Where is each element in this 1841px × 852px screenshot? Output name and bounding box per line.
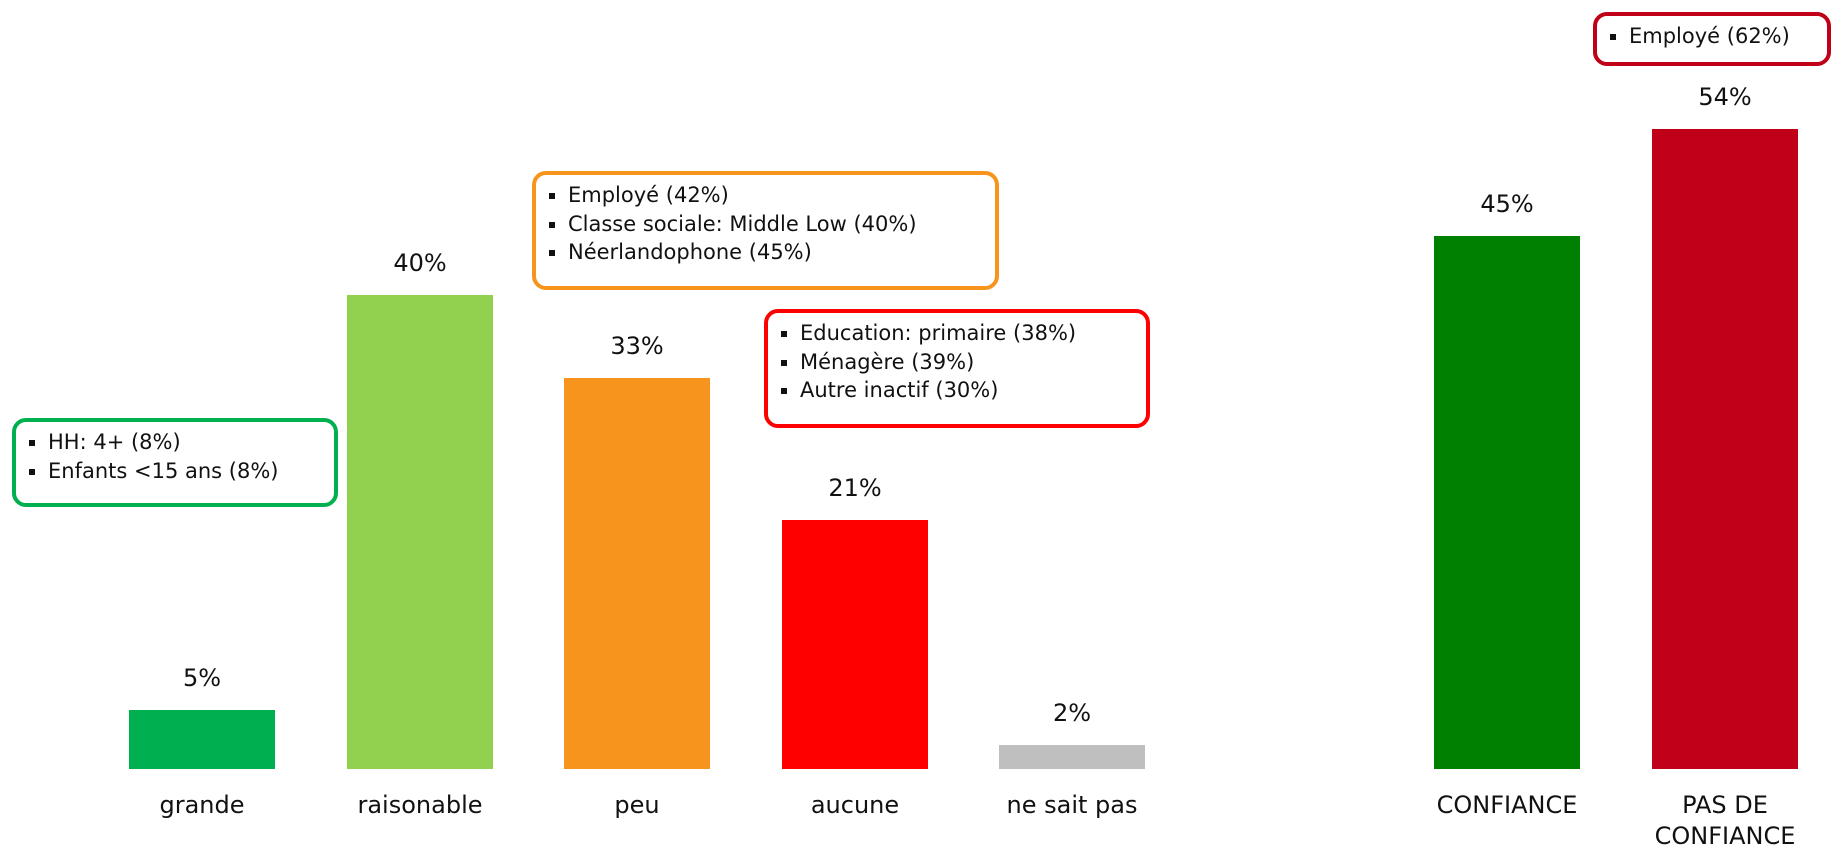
bar bbox=[1652, 129, 1798, 769]
annotation-item: Employé (62%) bbox=[1629, 22, 1817, 51]
value-label: 45% bbox=[1480, 189, 1534, 218]
bar bbox=[782, 520, 928, 769]
annotation-box: HH: 4+ (8%)Enfants <15 ans (8%) bbox=[12, 418, 338, 507]
annotation-list: HH: 4+ (8%)Enfants <15 ans (8%) bbox=[26, 428, 324, 485]
annotation-box: Education: primaire (38%)Ménagère (39%)A… bbox=[764, 309, 1150, 428]
value-label: 21% bbox=[828, 474, 882, 503]
category-label: peu bbox=[614, 791, 660, 819]
annotation-item: Classe sociale: Middle Low (40%) bbox=[568, 210, 985, 239]
category-label: aucune bbox=[810, 791, 900, 819]
annotation-item: HH: 4+ (8%) bbox=[48, 428, 324, 457]
annotation-list: Employé (62%) bbox=[1607, 22, 1817, 51]
value-label: 33% bbox=[610, 331, 664, 360]
annotation-item: Employé (42%) bbox=[568, 181, 985, 210]
annotation-list: Employé (42%)Classe sociale: Middle Low … bbox=[546, 181, 985, 267]
bar bbox=[564, 377, 710, 769]
category-label: PAS DE CONFIANCE bbox=[1654, 791, 1796, 850]
annotation-item: Education: primaire (38%) bbox=[800, 319, 1136, 348]
bar bbox=[999, 745, 1145, 769]
bar bbox=[1434, 235, 1580, 769]
annotation-box: Employé (62%) bbox=[1593, 12, 1831, 66]
bar bbox=[129, 709, 275, 769]
value-label: 2% bbox=[1052, 699, 1092, 728]
annotation-item: Enfants <15 ans (8%) bbox=[48, 457, 324, 486]
annotation-item: Ménagère (39%) bbox=[800, 348, 1136, 377]
annotation-list: Education: primaire (38%)Ménagère (39%)A… bbox=[778, 319, 1136, 405]
value-label: 54% bbox=[1698, 83, 1752, 112]
category-label: raisonable bbox=[357, 791, 483, 819]
category-label: CONFIANCE bbox=[1436, 791, 1578, 819]
value-label: 40% bbox=[393, 249, 447, 277]
value-label: 5% bbox=[182, 663, 222, 692]
category-label: ne sait pas bbox=[1006, 791, 1138, 819]
annotation-box: Employé (42%)Classe sociale: Middle Low … bbox=[532, 171, 999, 290]
annotation-item: Autre inactif (30%) bbox=[800, 376, 1136, 405]
category-label: grande bbox=[159, 791, 245, 819]
annotation-item: Néerlandophone (45%) bbox=[568, 238, 985, 267]
bar bbox=[347, 295, 493, 769]
